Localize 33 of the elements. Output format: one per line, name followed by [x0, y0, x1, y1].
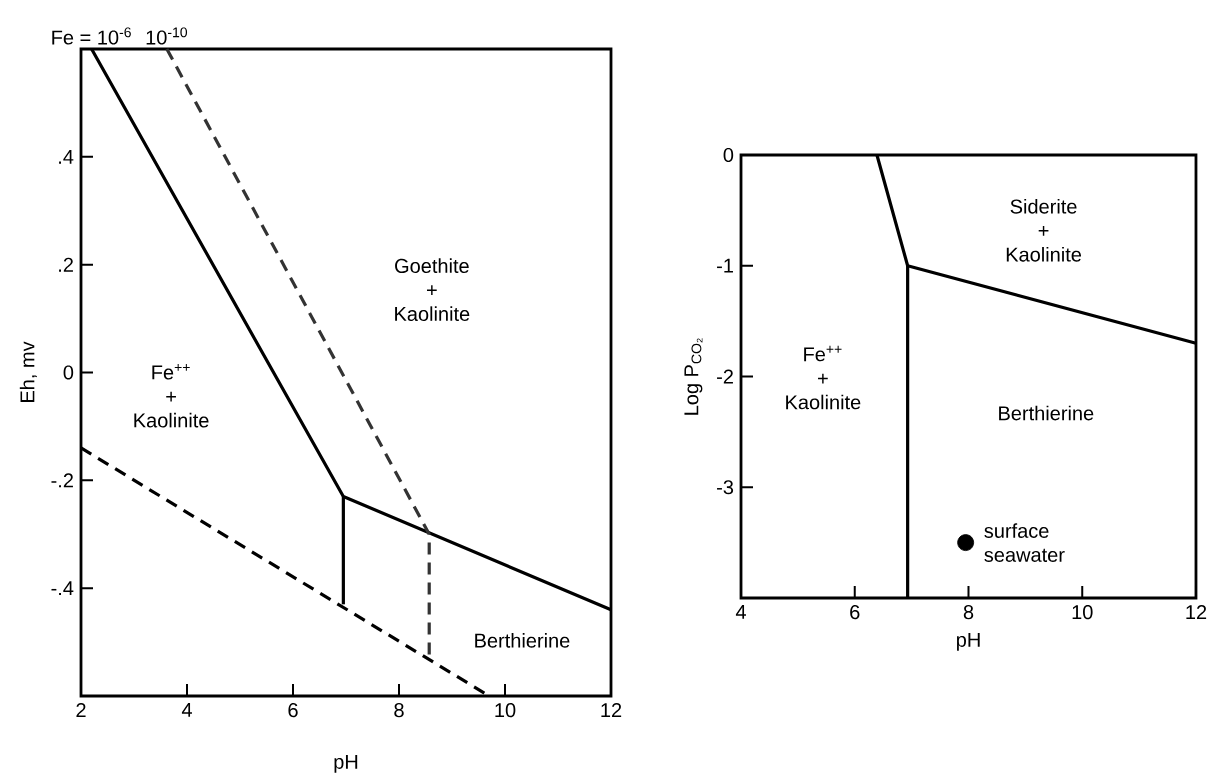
y-tick-label: -3 [717, 480, 734, 495]
x-tick-label: 10 [495, 703, 516, 718]
x-tick-label: 10 [1072, 605, 1093, 620]
x-tick-label: 4 [181, 703, 192, 717]
annotation: Berthierine [999, 405, 1094, 421]
x-tick-label: 4 [735, 605, 746, 619]
y-axis-title: Log P$_{CO₂}$ [684, 338, 703, 415]
y-tick-label: .2 [59, 257, 73, 272]
annotation: surface seawater [984, 523, 1065, 562]
text: Fe$^{++}$ + Kaolinite [134, 364, 209, 428]
x-tick-label: 8 [963, 605, 974, 620]
y-axis-title: Eh, mv [19, 341, 37, 402]
annotation: Goethite + Kaolinite [395, 258, 470, 321]
y-tick-label: 0 [723, 147, 734, 163]
y-tick-label: 0 [63, 365, 74, 380]
y-tick-label: -.2 [51, 473, 73, 488]
x-tick-label: 12 [601, 703, 622, 718]
y-tick-label: -2 [717, 369, 733, 384]
annotation: Berthierine [475, 633, 570, 648]
y-tick-label: -1 [717, 258, 733, 273]
x-tick-label: 6 [288, 703, 298, 718]
x-axis-title: pH [957, 632, 980, 651]
annotation: Fe = 10$^{-6}$ [52, 27, 131, 45]
x-axis-title: pH [334, 754, 358, 773]
x-tick-label: 12 [1186, 605, 1207, 620]
annotation: Siderite + Kaolinite [1006, 198, 1082, 262]
x-tick-label: 2 [76, 703, 86, 718]
y-tick-label: .4 [59, 149, 74, 164]
x-tick-label: 8 [394, 703, 404, 718]
x-tick-label: 6 [850, 605, 860, 620]
y-tick-label: -.4 [51, 581, 74, 596]
annotation: 10$^{-10}$ [146, 27, 188, 45]
text: Fe$^{++}$ + Kaolinite [786, 345, 861, 410]
